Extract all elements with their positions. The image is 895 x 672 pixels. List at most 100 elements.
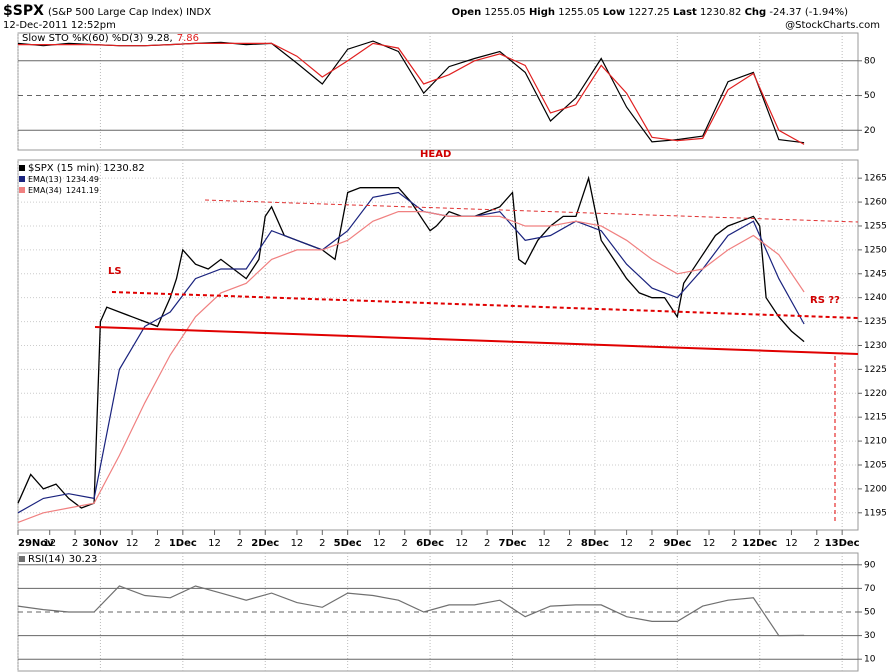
value: -24.37 (769, 7, 801, 18)
legend-value: 1230.82 (103, 163, 144, 174)
x-tick-label: 12 (43, 538, 56, 549)
y-tick-label: 1210 (864, 437, 887, 447)
x-tick-label: 2 (484, 538, 490, 549)
x-tick-label: 9Dec (663, 538, 691, 549)
x-tick-label: 2 (402, 538, 408, 549)
neckline (111, 291, 859, 319)
quote: Open 1255.05 High 1255.05 Low 1227.25 La… (452, 7, 848, 18)
legend-value: 1241.19 (66, 186, 99, 195)
legend-name: RSI(14) (28, 554, 65, 565)
y-tick-label: 1265 (864, 174, 887, 184)
label: Open (452, 7, 482, 18)
x-tick-label: 2 (319, 538, 325, 549)
legend-value: 1234.49 (66, 175, 99, 184)
label: Chg (745, 7, 767, 18)
legend: Slow STO %K(60) %D(3) 9.28, 7.86 (22, 33, 199, 44)
y-tick-label: 80 (864, 56, 876, 66)
x-tick-label: 2 (566, 538, 572, 549)
y-tick-label: 1235 (864, 317, 887, 327)
y-tick-label: 1215 (864, 413, 887, 423)
legend-name: EMA(34) (28, 186, 62, 195)
trend-line (204, 199, 859, 223)
x-tick-label: 12 (208, 538, 221, 549)
series-line (17, 191, 805, 514)
annotation: HEAD (420, 149, 451, 160)
legend-title: Slow STO %K(60) %D(3) (22, 33, 143, 44)
x-tick-label: 7Dec (499, 538, 527, 549)
legend-entry: $SPX (15 min) 1230.82 (28, 163, 145, 174)
legend-entry: EMA(13) 1234.49 (28, 175, 99, 184)
credit: @StockCharts.com (785, 20, 880, 31)
legend-name: $SPX (15 min) (28, 163, 99, 174)
x-tick-label: 1Dec (169, 538, 197, 549)
y-tick-label: 1240 (864, 293, 887, 303)
x-tick-label: 12 (785, 538, 798, 549)
y-tick-label: 90 (864, 560, 876, 570)
annotation: LS (108, 266, 122, 277)
x-tick-label: 5Dec (334, 538, 362, 549)
legend-entry: EMA(34) 1241.19 (28, 186, 99, 195)
x-tick-label: 12 (703, 538, 716, 549)
x-tick-label: 2 (237, 538, 243, 549)
y-tick-label: 50 (864, 608, 876, 618)
y-tick-label: 1205 (864, 460, 887, 470)
y-tick-label: 1200 (864, 484, 887, 494)
symbol: $SPX (3, 3, 44, 19)
label: Low (603, 7, 625, 18)
x-tick-label: 12 (126, 538, 139, 549)
legend-swatch (19, 165, 25, 171)
value: 1255.05 (484, 7, 525, 18)
x-tick-label: 12Dec (742, 538, 777, 549)
value: (-1.94%) (805, 7, 848, 18)
x-tick-label: 2Dec (251, 538, 279, 549)
y-tick-label: 20 (864, 126, 876, 136)
x-tick-label: 29Nov (18, 538, 54, 549)
series-line (17, 211, 805, 523)
legend-swatch (19, 556, 25, 562)
y-tick-label: 1260 (864, 198, 887, 208)
x-tick-label: 30Nov (83, 538, 119, 549)
symbol-name: (S&P 500 Large Cap Index) INDX (48, 7, 211, 18)
x-tick-label: 2 (814, 538, 820, 549)
y-tick-label: 1220 (864, 389, 887, 399)
x-tick-label: 2 (731, 538, 737, 549)
x-tick-label: 6Dec (416, 538, 444, 549)
value: 1230.82 (700, 7, 741, 18)
y-tick-label: 10 (864, 655, 876, 665)
panel-frame (17, 32, 859, 151)
y-tick-label: 1250 (864, 245, 887, 255)
x-tick-label: 2 (154, 538, 160, 549)
y-tick-label: 1195 (864, 508, 887, 518)
x-tick-label: 12 (373, 538, 386, 549)
annotation: RS ?? (810, 295, 840, 306)
x-tick-label: 13Dec (825, 538, 860, 549)
value: 1227.25 (628, 7, 669, 18)
legend-value: 30.23 (69, 554, 98, 565)
legend-swatch (19, 176, 25, 182)
label: High (529, 7, 555, 18)
date: 12-Dec-2011 12:52pm (3, 20, 116, 31)
legend-swatch (19, 187, 25, 193)
x-tick-label: 12 (291, 538, 304, 549)
legend-entry: RSI(14) 30.23 (28, 554, 97, 565)
support-line (94, 326, 859, 355)
drawings (94, 199, 859, 522)
x-tick-label: 12 (620, 538, 633, 549)
x-tick-label: 2 (72, 538, 78, 549)
legend-value: 7.86 (177, 33, 199, 44)
legend-name: EMA(13) (28, 175, 62, 184)
panels: 2050801195120012051210121512201225123012… (17, 32, 887, 672)
y-tick-label: 70 (864, 584, 876, 594)
y-tick-label: 1245 (864, 269, 887, 279)
label: Last (673, 7, 697, 18)
y-tick-label: 1255 (864, 221, 887, 231)
series-line (17, 585, 805, 637)
x-tick-label: 2 (649, 538, 655, 549)
y-tick-label: 1230 (864, 341, 887, 351)
x-tick-label: 12 (538, 538, 551, 549)
y-tick-label: 50 (864, 91, 876, 101)
x-tick-label: 8Dec (581, 538, 609, 549)
series-line (18, 42, 805, 145)
